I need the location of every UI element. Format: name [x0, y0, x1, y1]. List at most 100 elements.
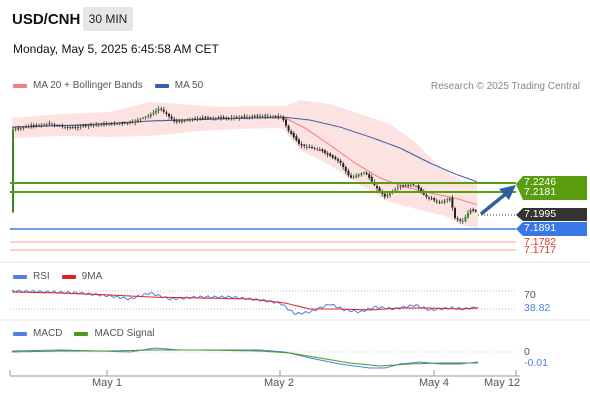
candle-body [131, 122, 134, 123]
legend-swatch-macd-signal [74, 331, 89, 336]
candle-body [12, 129, 14, 212]
candle-body [287, 125, 290, 131]
candle-body [43, 124, 46, 126]
candle-body [448, 198, 451, 201]
candle-body [253, 116, 256, 117]
candle-body [399, 186, 402, 188]
candle-body [417, 185, 420, 189]
last-price-tag-bg [516, 208, 587, 221]
candle-body [433, 198, 436, 201]
candle-body [339, 160, 342, 163]
candle-body [438, 202, 441, 204]
candle-body [318, 149, 321, 151]
candle-body [251, 116, 254, 118]
candle-body [173, 119, 176, 122]
candle-body [217, 117, 220, 119]
candle-body [35, 125, 38, 126]
candle-body [152, 112, 155, 114]
projection-arrow-head [499, 185, 516, 200]
candle-body [435, 200, 438, 202]
candle-body [272, 116, 274, 118]
legend-item-ma20: MA 20 + Bollinger Bands [13, 80, 143, 91]
candle-body [425, 194, 428, 197]
candle-body [61, 125, 64, 127]
candle-body [32, 125, 35, 126]
candle-body [277, 116, 280, 118]
candle-body [415, 186, 417, 187]
candle-body [121, 123, 124, 124]
candle-body [292, 133, 295, 138]
candle-body [409, 185, 412, 187]
chart-header: USD/CNH 30 MIN Monday, May 5, 2025 6:45:… [0, 0, 590, 66]
candle-body [264, 115, 267, 117]
candle-body [105, 124, 108, 125]
candle-body [363, 172, 365, 174]
x-label-may12: May 12 [484, 377, 521, 389]
candle-body [456, 218, 459, 220]
candle-body [368, 174, 371, 178]
legend-label-ma50: MA 50 [174, 80, 204, 91]
candle-body [259, 116, 261, 117]
candle-body [168, 113, 170, 117]
candle-body [404, 185, 407, 187]
candle-body [225, 117, 228, 119]
candle-body [87, 125, 90, 127]
candle-body [214, 118, 217, 119]
candle-body [79, 126, 82, 128]
candle-body [48, 123, 51, 125]
candle-body [58, 125, 61, 127]
candle-body [443, 200, 446, 203]
candle-body [248, 116, 251, 118]
candle-body [337, 159, 339, 161]
candle-body [175, 121, 178, 122]
legend-swatch-rsi-9ma [61, 274, 76, 279]
candle-body [64, 127, 66, 128]
candle-body [474, 210, 477, 212]
legend-label-ma20: MA 20 + Bollinger Bands [33, 80, 143, 91]
candle-body [300, 144, 303, 146]
candle-body [196, 118, 199, 120]
candle-body [420, 188, 423, 192]
candle-body [56, 125, 59, 126]
candle-body [227, 118, 230, 119]
candle-body [269, 116, 272, 118]
legend-item-ma50: MA 50 [154, 80, 204, 91]
rsi-legend: RSI 9MA [13, 271, 114, 282]
candle-body [110, 123, 113, 124]
candle-body [256, 115, 259, 117]
legend-item-macd: MACD [13, 328, 62, 339]
candle-body [129, 122, 131, 124]
candle-body [303, 144, 306, 146]
candle-body [329, 153, 332, 157]
candle-body [183, 120, 186, 122]
x-label-may1: May 1 [92, 377, 122, 389]
candle-body [461, 220, 464, 222]
candle-body [238, 117, 241, 119]
candle-body [316, 149, 319, 151]
candle-body [352, 176, 355, 178]
candle-body [40, 124, 43, 126]
candle-body [428, 197, 430, 199]
projection-arrow-shaft [479, 190, 510, 216]
candle-body [142, 117, 144, 119]
candle-body [279, 116, 282, 118]
x-label-may2: May 2 [264, 377, 294, 389]
candle-body [178, 120, 181, 122]
candle-body [324, 150, 326, 153]
candle-body [19, 128, 22, 129]
candle-body [147, 115, 150, 117]
candle-body [27, 126, 30, 128]
candle-body [386, 195, 389, 197]
legend-swatch-ma20 [13, 83, 27, 88]
candle-body [116, 123, 118, 125]
candle-body [69, 127, 72, 129]
candle-body [103, 123, 105, 125]
candle-body [266, 116, 269, 118]
candle-body [235, 116, 238, 118]
candle-body [360, 173, 363, 175]
candle-body [123, 122, 126, 124]
timeframe-button[interactable]: 30 MIN [83, 7, 133, 31]
candle-body [357, 174, 360, 176]
candle-body [313, 148, 316, 150]
